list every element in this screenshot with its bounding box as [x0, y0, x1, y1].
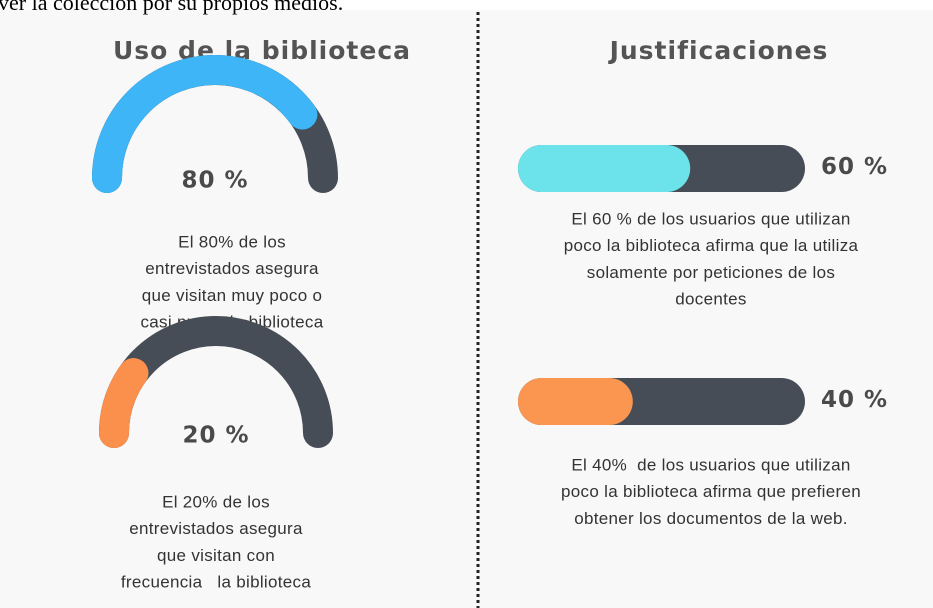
gauge-description: entrevistados asegura	[145, 259, 319, 278]
bar-description: El 40% de los usuarios que utilizan	[571, 455, 850, 474]
bar-description: poco la biblioteca afirma que la utiliza	[564, 236, 859, 255]
bar-value-label: 40 %	[821, 387, 888, 413]
gauge-description: El 20% de los	[162, 492, 270, 511]
left-title: Uso de la biblioteca	[113, 36, 411, 65]
gauge-value-label: 20 %	[182, 423, 249, 449]
bar-value-label: 60 %	[821, 154, 888, 180]
bar-description: docentes	[675, 290, 746, 309]
gauge-description: entrevistados asegura	[129, 519, 303, 538]
bar-description: poco la biblioteca afirma que prefieren	[561, 482, 861, 501]
bar-description: El 60 % de los usuarios que utilizan	[571, 209, 850, 228]
bar-description: solamente por peticiones de los	[587, 263, 835, 282]
panel-background	[0, 10, 933, 608]
right-title: Justificaciones	[608, 36, 829, 65]
gauge-description: frecuencia la biblioteca	[121, 573, 311, 592]
gauge-description: que visitan muy poco o	[142, 286, 322, 305]
gauge-description: El 80% de los	[178, 232, 286, 251]
gauge-fill	[92, 55, 318, 193]
header-fragment: ver la colección por su propios medios.	[0, 0, 343, 15]
bar-description: obtener los documentos de la web.	[574, 509, 848, 528]
gauge-value-label: 80 %	[181, 168, 248, 194]
bar-fill	[518, 145, 691, 192]
gauge-fill	[99, 358, 149, 448]
gauge-description: que visitan con	[157, 546, 275, 565]
bar-fill	[518, 378, 633, 425]
